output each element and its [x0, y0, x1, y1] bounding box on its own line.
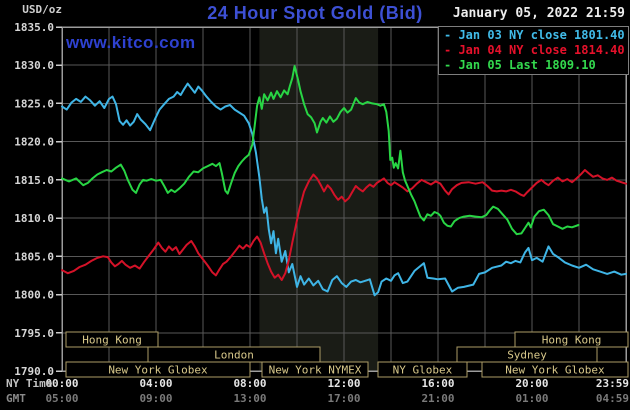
session-label: Sydney [507, 349, 547, 362]
y-tick-label: 1810.0 [14, 212, 54, 225]
session-box [481, 361, 629, 378]
session-box [377, 361, 468, 378]
y-tick-label: 1795.0 [14, 327, 54, 340]
legend: - Jan 03 NY close 1801.40- Jan 04 NY clo… [438, 26, 629, 75]
x-tick-label-ny: 23:59 [596, 377, 629, 390]
y-tick-label: 1830.0 [14, 59, 54, 72]
gmt-row-label: GMT [6, 392, 26, 405]
x-tick-label-ny: 16:00 [421, 377, 454, 390]
session-label: New York Globex [108, 364, 208, 377]
x-tick-label-gmt: 04:59 [596, 392, 629, 405]
session-label: London [214, 349, 254, 362]
x-tick-label-ny: 12:00 [327, 377, 360, 390]
ny-time-row-label: NY Time [6, 377, 53, 390]
session-box [261, 361, 369, 378]
y-tick-label: 1825.0 [14, 97, 54, 110]
session-label: New York Globex [505, 364, 605, 377]
kitco-watermark-link[interactable]: www.kitco.com [66, 33, 196, 52]
x-tick-label-gmt: 09:00 [139, 392, 172, 405]
series-line-0 [61, 82, 627, 297]
series-line-2 [61, 65, 580, 236]
y-tick-label: 1790.0 [14, 365, 54, 378]
session-box [65, 331, 159, 348]
session-label: Hong Kong [542, 334, 602, 347]
x-tick-label-gmt: 05:00 [45, 392, 78, 405]
x-tick-label-ny: 08:00 [233, 377, 266, 390]
datetime-label: January 05, 2022 21:59 [452, 6, 625, 21]
nymex-session-highlight-band [259, 28, 379, 371]
legend-item-0: - Jan 03 NY close 1801.40 [444, 28, 625, 42]
series-line-1 [61, 169, 627, 281]
y-axis-unit-label: USD/oz [22, 3, 62, 16]
session-label: NY Globex [393, 364, 453, 377]
session-box [65, 361, 251, 378]
y-tick-label: 1800.0 [14, 289, 54, 302]
x-tick-label-gmt: 21:00 [421, 392, 454, 405]
x-tick-label-ny: 20:00 [515, 377, 548, 390]
x-tick-label-gmt: 17:00 [327, 392, 360, 405]
x-tick-label-ny: 04:00 [139, 377, 172, 390]
x-tick-label-ny: 00:00 [45, 377, 78, 390]
y-tick-label: 1805.0 [14, 250, 54, 263]
legend-item-1: - Jan 04 NY close 1814.40 [444, 43, 625, 57]
y-tick-label: 1815.0 [14, 174, 54, 187]
page-title: 24 Hour Spot Gold (Bid) [207, 3, 423, 23]
x-tick-label-gmt: 01:00 [515, 392, 548, 405]
session-label: New York NYMEX [269, 364, 362, 377]
legend-item-2: - Jan 05 Last 1809.10 [444, 58, 596, 72]
y-tick-label: 1835.0 [14, 21, 54, 34]
x-tick-label-gmt: 13:00 [233, 392, 266, 405]
session-label: Hong Kong [82, 334, 142, 347]
y-tick-label: 1820.0 [14, 136, 54, 149]
